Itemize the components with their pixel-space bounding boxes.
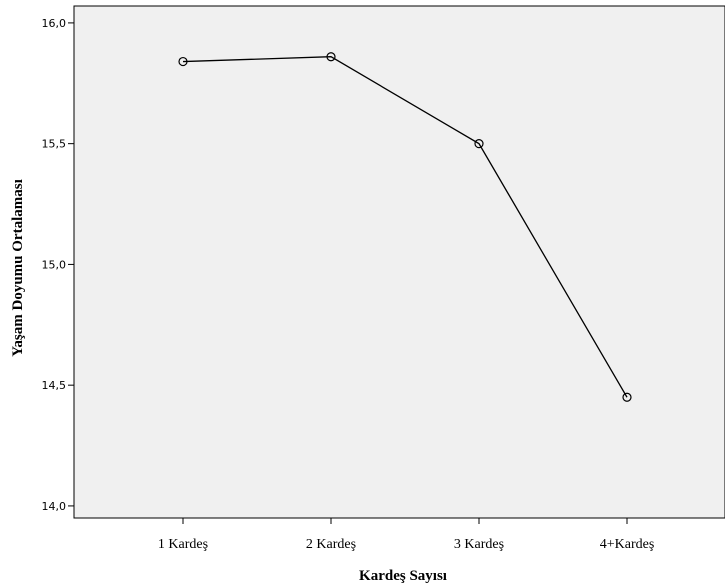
- x-tick-label: 2 Kardeş: [306, 537, 356, 552]
- data-point: [326, 52, 336, 62]
- x-axis-ticks: 1 Kardeş 2 Kardeş 3 Kardeş 4+Kardeş: [158, 518, 654, 552]
- x-tick-label: 4+Kardeş: [600, 537, 655, 552]
- plot-area: [73, 5, 725, 519]
- data-point: [178, 56, 188, 67]
- x-tick-label: 3 Kardeş: [454, 537, 504, 552]
- series-line: [182, 56, 628, 398]
- y-axis-title: Yaşam Doyumu Ortalaması: [10, 179, 26, 357]
- data-point: [474, 139, 484, 149]
- data-point: [622, 392, 632, 402]
- y-tick-label: 14,5: [42, 379, 67, 392]
- x-axis-title: Kardeş Sayısı: [359, 568, 447, 584]
- x-tick-label: 1 Kardeş: [158, 537, 208, 552]
- series-group: [178, 52, 632, 402]
- y-tick-label: 15,0: [42, 258, 67, 271]
- y-tick-label: 16,0: [42, 17, 67, 30]
- y-axis-ticks: 14,0 14,5 15,0 15,5 16,0: [42, 17, 74, 513]
- y-tick-label: 15,5: [42, 138, 67, 151]
- y-tick-label: 14,0: [42, 500, 67, 513]
